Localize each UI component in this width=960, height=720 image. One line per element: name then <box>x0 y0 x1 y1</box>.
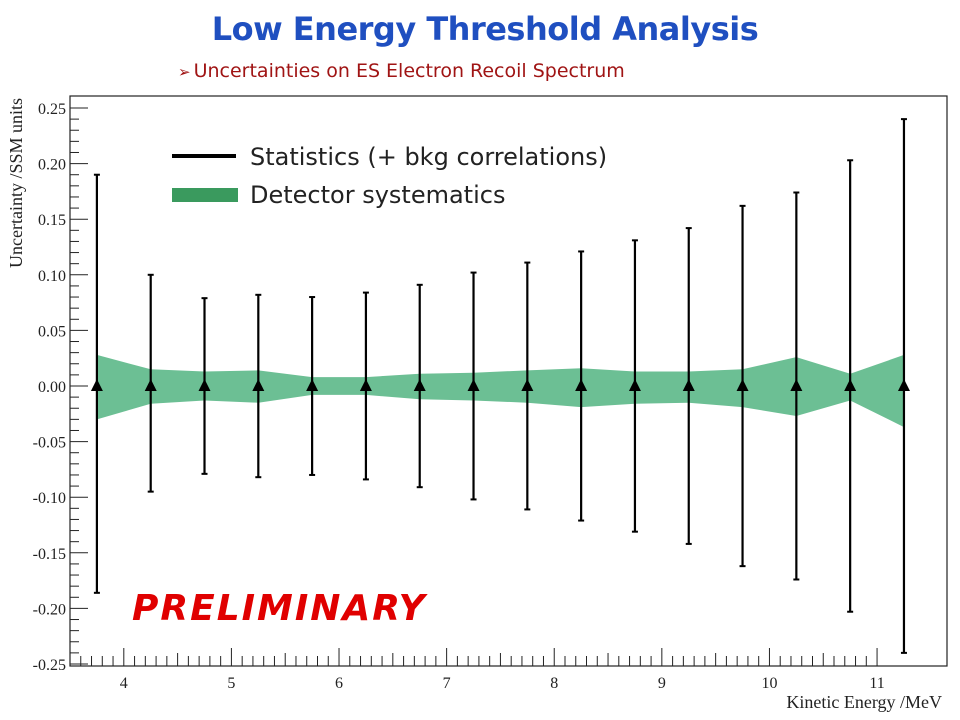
y-tick-label: 0.15 <box>38 212 66 229</box>
errorbar-point <box>844 159 857 613</box>
x-tick-label: 11 <box>869 675 884 692</box>
y-tick-label: 0.00 <box>38 379 66 396</box>
triangle-marker <box>682 379 695 391</box>
x-tick-label: 4 <box>120 675 128 692</box>
triangle-marker <box>736 379 749 391</box>
x-axis-label: Kinetic Energy /MeV <box>786 692 942 712</box>
errorbar-point <box>359 291 372 481</box>
errorbar-point <box>790 191 803 581</box>
axes-layer: -0.25 -0.20 -0.15 -0.10 -0.05 0.00 0.05 0.10 0.1… <box>33 101 885 692</box>
errorbar-point <box>897 118 910 654</box>
arrow-bullet-icon: ➢ <box>178 63 191 81</box>
y-tick-label: -0.15 <box>33 546 66 563</box>
errorbar-point <box>306 296 319 476</box>
triangle-marker <box>790 379 803 391</box>
triangle-marker <box>252 379 265 391</box>
y-tick-label: -0.05 <box>33 435 66 452</box>
subtitle-text: Uncertainties on ES Electron Recoil Spec… <box>193 60 625 82</box>
errorbar-point <box>90 173 103 594</box>
y-tick-label: -0.10 <box>33 490 66 507</box>
errorbar-point <box>413 283 426 489</box>
y-tick-label: 0.20 <box>38 157 66 174</box>
plot-frame <box>69 95 948 667</box>
errorbar-point <box>252 293 265 479</box>
slide-title: Low Energy Threshold Analysis <box>211 10 759 48</box>
x-tick-label: 5 <box>227 675 235 692</box>
slide-subtitle: ➢ Uncertainties on ES Electron Recoil Spe… <box>178 60 625 82</box>
y-axis-label: Uncertainty /SSM units <box>6 98 26 268</box>
errorbar-point <box>521 261 534 511</box>
preliminary-watermark: PRELIMINARY <box>132 588 427 629</box>
y-tick-label: 0.10 <box>38 268 66 285</box>
x-tick-label: 8 <box>550 675 558 692</box>
legend-systematics-label: Detector systematics <box>250 181 506 209</box>
y-tick-label: -0.20 <box>33 601 66 618</box>
errorbar-point <box>575 250 588 522</box>
x-tick-label: 7 <box>443 675 451 692</box>
errorbar-point <box>682 227 695 545</box>
x-tick-label: 9 <box>658 675 666 692</box>
errorbar-point <box>736 204 749 568</box>
errorbar-point <box>628 239 641 533</box>
systematics-band-layer <box>96 354 904 428</box>
triangle-marker <box>413 379 426 391</box>
errorbar-point <box>467 271 480 501</box>
systematics-band <box>96 354 904 428</box>
triangle-marker <box>467 379 480 391</box>
triangle-marker <box>628 379 641 391</box>
triangle-marker <box>575 379 588 391</box>
triangle-marker <box>198 379 211 391</box>
y-tick-label: 0.05 <box>38 323 66 340</box>
triangle-marker <box>844 379 857 391</box>
triangle-marker <box>897 379 910 391</box>
legend-systematics-swatch <box>172 188 238 202</box>
triangle-marker <box>359 379 372 391</box>
triangle-marker <box>90 379 103 391</box>
legend-statistics-label: Statistics (+ bkg correlations) <box>250 143 608 171</box>
y-tick-label: 0.25 <box>38 101 66 118</box>
x-tick-label: 10 <box>761 675 777 692</box>
errorbar-point <box>198 297 211 475</box>
x-tick-label: 6 <box>335 675 343 692</box>
statistics-errorbar-layer <box>90 118 910 654</box>
errorbar-point <box>144 273 157 493</box>
triangle-marker <box>144 379 157 391</box>
y-tick-label: -0.25 <box>33 657 66 674</box>
legend-statistics-swatch <box>172 154 236 158</box>
triangle-marker <box>521 379 534 391</box>
triangle-marker <box>306 379 319 391</box>
